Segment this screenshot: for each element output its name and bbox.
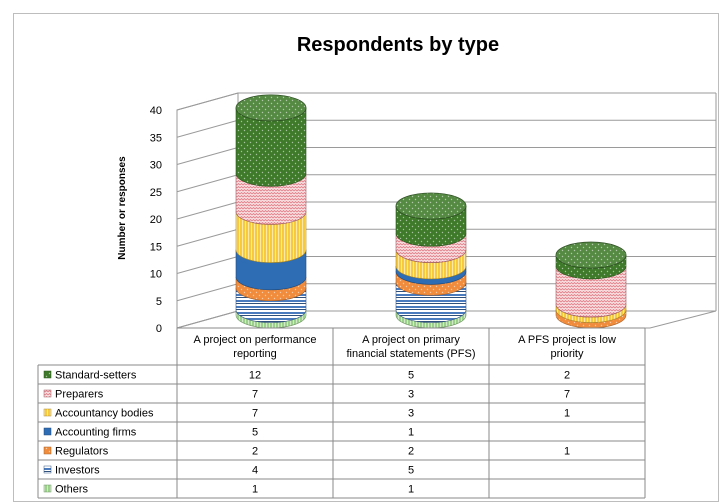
data-label-accountancy-bodies-pfs-low-priority: 1 (564, 408, 570, 420)
gridline-side-25 (176, 174, 239, 193)
legend-label-others: Others (55, 484, 89, 496)
legend-key-investors (43, 465, 52, 474)
data-label-regulators-performance-reporting: 2 (252, 446, 258, 458)
x-tick-label-primary-financial-statements: A project on primary financial statements… (347, 334, 476, 360)
legend-label-accounting-firms: Accounting firms (55, 427, 137, 439)
y-tick-label-30: 30 (150, 160, 162, 172)
legend-label-preparers: Preparers (55, 389, 104, 401)
data-label-accounting-firms-performance-reporting: 5 (252, 427, 258, 439)
data-label-standard-setters-performance-reporting: 12 (249, 370, 261, 382)
bar-stack-pfs-low-priority (555, 241, 627, 329)
chart-title: Respondents by type (297, 34, 499, 56)
data-label-preparers-pfs-low-priority: 7 (564, 389, 570, 401)
y-tick-label-0: 0 (156, 323, 162, 335)
gridline-side-15 (176, 228, 239, 247)
data-label-regulators-primary-financial-statements: 2 (408, 446, 414, 458)
legend-key-accountancy-bodies (43, 408, 52, 417)
y-tick-label-25: 25 (150, 187, 162, 199)
gridline-side-5 (176, 283, 239, 302)
bar-top-pfs-low-priority (555, 241, 627, 269)
data-label-accountancy-bodies-performance-reporting: 7 (252, 408, 258, 420)
data-label-regulators-pfs-low-priority: 1 (564, 446, 570, 458)
legend-key-regulators (43, 446, 52, 455)
y-tick-label-15: 15 (150, 241, 162, 253)
data-label-standard-setters-primary-financial-statements: 5 (408, 370, 414, 382)
gridline-side-0 (176, 310, 239, 329)
legend-label-regulators: Regulators (55, 446, 109, 458)
gridline-side-35 (176, 119, 239, 138)
y-tick-label-10: 10 (150, 269, 162, 281)
legend-key-others (43, 484, 52, 493)
bar-top-performance-reporting (235, 94, 307, 122)
legend-key-standard-setters (43, 370, 52, 379)
legend-label-accountancy-bodies: Accountancy bodies (55, 408, 154, 420)
y-tick-label-35: 35 (150, 132, 162, 144)
data-label-accountancy-bodies-primary-financial-statements: 3 (408, 408, 414, 420)
y-tick-label-20: 20 (150, 214, 162, 226)
data-label-others-primary-financial-statements: 1 (408, 484, 414, 496)
bar-stack-primary-financial-statements (395, 192, 467, 329)
data-label-accounting-firms-primary-financial-statements: 1 (408, 427, 414, 439)
bar-stack-performance-reporting (235, 94, 307, 329)
gridline-side-10 (176, 256, 239, 274)
data-table: A project on performance reporting A proje… (37, 327, 646, 499)
legend-key-accounting-firms (43, 427, 52, 436)
data-label-preparers-performance-reporting: 7 (252, 389, 258, 401)
legend-key-preparers (43, 389, 52, 398)
legend-label-investors: Investors (55, 465, 100, 477)
gridline-side-20 (176, 201, 239, 220)
data-label-investors-primary-financial-statements: 5 (408, 465, 414, 477)
x-tick-label-performance-reporting: A project on performance reporting (194, 334, 317, 360)
y-tick-label-40: 40 (150, 105, 162, 117)
y-axis-label: Number or responses (117, 156, 128, 260)
gridline-side-30 (176, 147, 239, 165)
data-label-standard-setters-pfs-low-priority: 2 (564, 370, 570, 382)
data-label-preparers-primary-financial-statements: 3 (408, 389, 414, 401)
x-tick-label-pfs-low-priority: A PFS project is low priority (518, 334, 616, 360)
legend-label-standard-setters: Standard-setters (55, 370, 137, 382)
y-tick-label-5: 5 (156, 296, 162, 308)
gridline-side-40 (176, 92, 239, 111)
data-label-others-performance-reporting: 1 (252, 484, 258, 496)
bar-top-primary-financial-statements (395, 192, 467, 220)
data-label-investors-performance-reporting: 4 (252, 465, 258, 477)
